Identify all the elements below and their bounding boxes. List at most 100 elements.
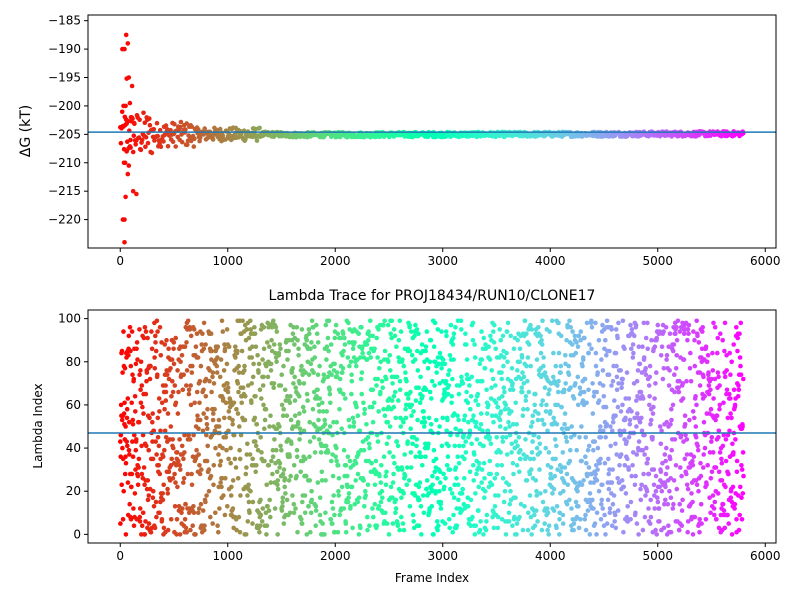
- lambda-point: [136, 465, 141, 470]
- lambda-point: [328, 342, 334, 347]
- lambda-point: [183, 525, 189, 531]
- lambda-point: [698, 473, 704, 479]
- lambda-point: [475, 402, 481, 408]
- lambda-point: [259, 519, 265, 524]
- lambda-point: [453, 465, 459, 470]
- lambda-point: [552, 437, 558, 442]
- lambda-point: [700, 329, 705, 334]
- lambda-point: [409, 329, 414, 334]
- delta-g-point: [118, 140, 124, 146]
- lambda-point: [126, 447, 132, 453]
- lambda-point: [361, 447, 367, 453]
- lambda-point: [434, 519, 440, 524]
- lambda-point: [539, 342, 545, 347]
- lambda-point: [677, 329, 683, 334]
- lambda-point: [340, 366, 346, 371]
- lambda-point: [170, 389, 176, 395]
- lambda-point: [147, 415, 152, 421]
- lambda-point: [127, 501, 132, 507]
- lambda-point: [514, 532, 519, 537]
- delta-g-point: [191, 144, 197, 149]
- lambda-point: [423, 344, 429, 350]
- lambda-point: [313, 508, 319, 513]
- lambda-point: [627, 417, 633, 423]
- lambda-point: [713, 417, 718, 423]
- lambda-point: [395, 523, 401, 528]
- lambda-point: [725, 512, 730, 518]
- lambda-point: [484, 387, 489, 393]
- lambda-point: [500, 333, 506, 339]
- lambda-point: [481, 532, 486, 537]
- lambda-point: [372, 346, 377, 352]
- lambda-point: [477, 361, 483, 367]
- lambda-point: [517, 469, 522, 475]
- lambda-point: [272, 506, 278, 511]
- lambda-point: [538, 333, 543, 339]
- lambda-point: [382, 357, 387, 362]
- lambda-point: [599, 497, 605, 503]
- lambda-point: [364, 342, 370, 347]
- lambda-point: [121, 411, 127, 416]
- lambda-point: [416, 385, 422, 391]
- lambda-point: [654, 335, 660, 341]
- lambda-chart-title: Lambda Trace for PROJ18434/RUN10/CLONE17: [269, 288, 596, 304]
- lambda-point: [351, 424, 357, 429]
- lambda-point: [589, 318, 594, 324]
- lambda-point: [632, 415, 637, 421]
- lambda-point: [719, 478, 725, 483]
- lambda-point: [374, 383, 379, 388]
- lambda-point: [303, 473, 309, 479]
- lambda-point: [495, 514, 501, 520]
- delta-g-point: [173, 144, 178, 149]
- lambda-point: [556, 378, 561, 384]
- lambda-point: [574, 514, 580, 520]
- lambda-point: [235, 381, 241, 386]
- lambda-point: [235, 411, 241, 416]
- lambda-point: [345, 499, 351, 505]
- lambda-point: [158, 353, 164, 358]
- lambda-point: [600, 383, 606, 388]
- lambda-point: [127, 325, 133, 330]
- lambda-point: [429, 378, 435, 384]
- lambda-point: [507, 432, 513, 438]
- lambda-point: [707, 495, 712, 501]
- lambda-point: [712, 376, 718, 382]
- lambda-point: [642, 432, 647, 438]
- lambda-point: [245, 383, 251, 388]
- lambda-point: [197, 378, 203, 384]
- lambda-point: [433, 488, 438, 494]
- lambda-point: [654, 370, 659, 375]
- lambda-point: [602, 512, 607, 518]
- lambda-point: [721, 508, 727, 513]
- lambda-point: [396, 467, 401, 472]
- lambda-point: [292, 374, 298, 380]
- lambda-point: [662, 452, 668, 457]
- lambda-point: [690, 458, 695, 464]
- lambda-point: [661, 366, 667, 371]
- lambda-point: [637, 361, 643, 367]
- lambda-point: [734, 458, 740, 464]
- lambda-point: [482, 476, 487, 481]
- lambda-point: [716, 428, 722, 434]
- lambda-point: [274, 359, 279, 365]
- delta-g-y-axis-label: ΔG (kT): [18, 105, 34, 157]
- lambda-point: [739, 517, 745, 522]
- delta-g-point: [149, 150, 155, 156]
- lambda-point: [569, 424, 574, 429]
- lambda-point: [179, 510, 184, 516]
- lambda-point: [728, 396, 733, 401]
- lambda-point: [170, 476, 176, 481]
- lambda-point: [501, 499, 507, 505]
- lambda-point: [236, 389, 241, 395]
- lambda-point: [209, 389, 214, 395]
- lambda-point: [721, 400, 726, 406]
- lambda-point: [723, 484, 728, 490]
- lambda-point: [420, 493, 426, 498]
- lambda-point: [189, 471, 194, 477]
- lambda-point: [527, 493, 533, 498]
- lambda-point: [529, 450, 535, 455]
- lambda-point: [195, 355, 201, 360]
- lambda-point: [586, 387, 591, 393]
- lambda-point: [240, 385, 246, 391]
- lambda-point: [341, 506, 347, 511]
